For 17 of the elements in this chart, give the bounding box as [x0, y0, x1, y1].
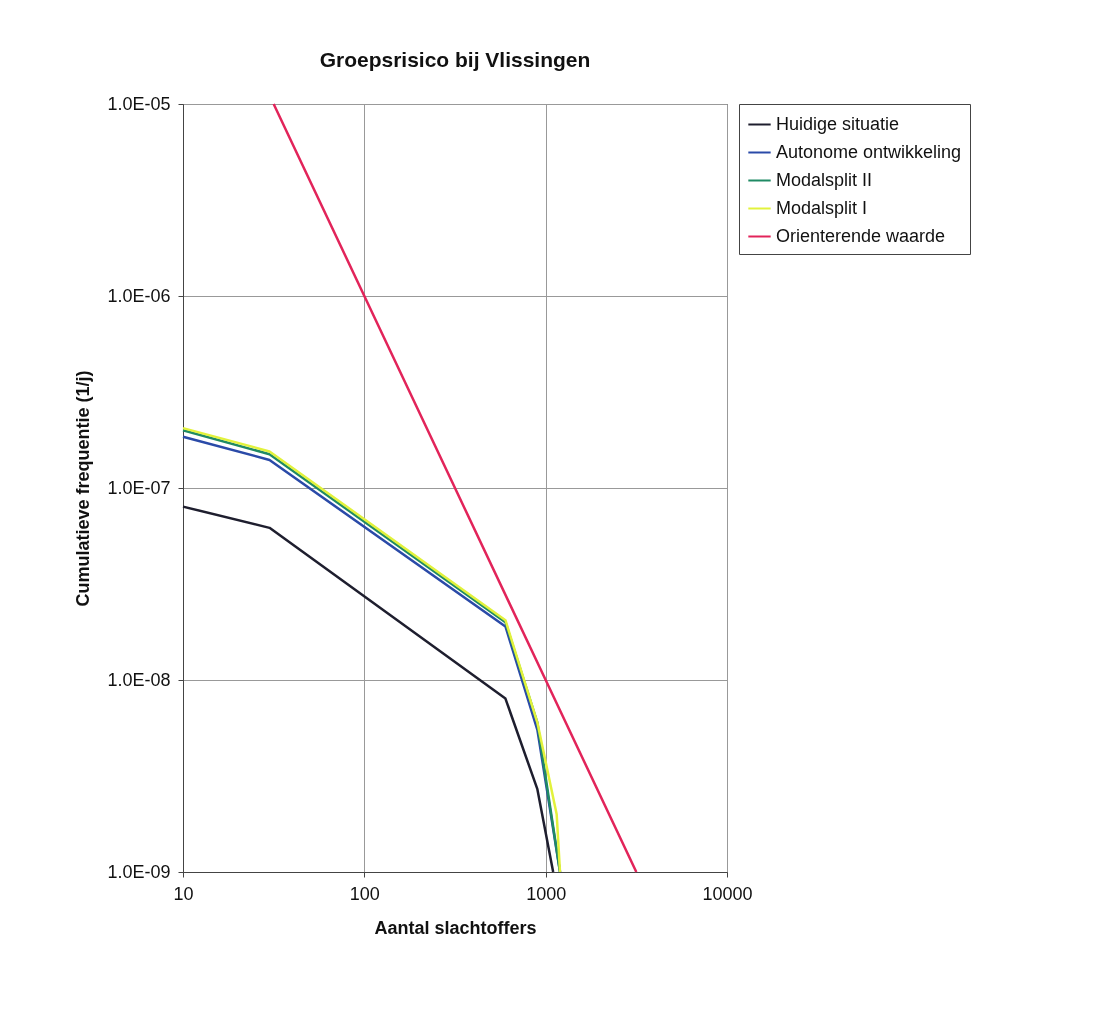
legend-label: Modalsplit II	[776, 169, 873, 190]
legend-label: Autonome ontwikkeling	[776, 141, 962, 162]
y-tick-label: 1.0E-05	[107, 93, 171, 114]
x-tick-label: 10	[173, 883, 194, 904]
legend-label: Huidige situatie	[776, 113, 900, 134]
y-axis-title: Cumulatieve frequentie (1/j)	[73, 370, 94, 607]
legend-label: Orienterende waarde	[776, 225, 946, 246]
x-axis-title: Aantal slachtoffers	[374, 917, 537, 938]
y-tick-label: 1.0E-08	[107, 669, 171, 690]
y-tick-label: 1.0E-06	[107, 285, 171, 306]
legend-label: Modalsplit I	[776, 197, 868, 218]
chart-title: Groepsrisico bij Vlissingen	[319, 48, 591, 71]
x-tick-label: 10000	[702, 883, 753, 904]
x-tick-label: 100	[349, 883, 380, 904]
y-tick-label: 1.0E-09	[107, 861, 171, 882]
y-tick-label: 1.0E-07	[107, 477, 171, 498]
x-tick-label: 1000	[526, 883, 567, 904]
